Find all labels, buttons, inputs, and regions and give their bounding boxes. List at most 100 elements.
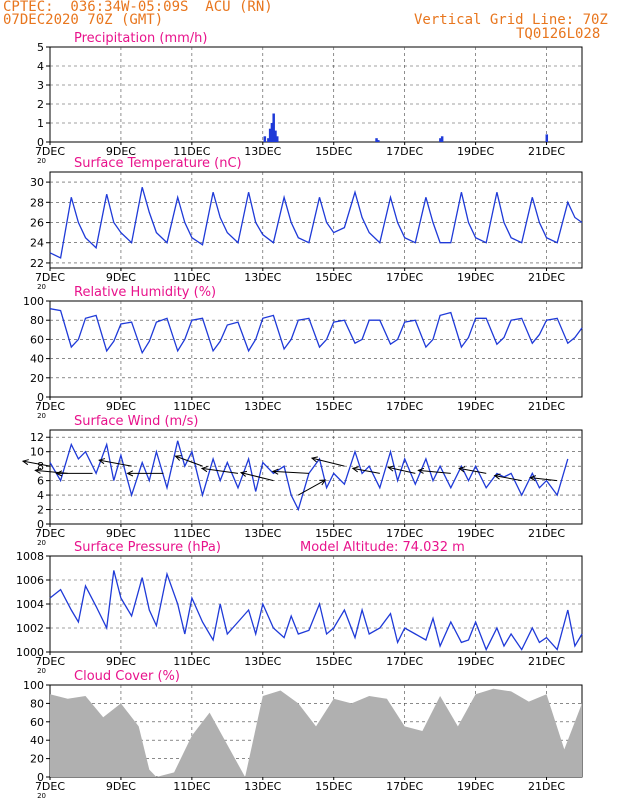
y-tick-label: 80 [30,314,44,327]
panel-cloud: 0 20 40 60 80 100 7DEC 9DEC 11DEC 13DEC 15DEC 17DEC… [23,669,583,800]
x-tick-label: 15DEC [315,527,352,540]
x-year-label: 20 [37,792,46,800]
x-tick-label: 15DEC [315,271,352,284]
panel-temperature: 22 24 26 28 30 7DEC 9DEC 11DEC 13DEC 15DEC 17DEC 19… [30,156,583,291]
series-line-temperature [49,187,583,259]
y-tick-label: 24 [30,237,44,250]
x-tick-label: 15DEC [315,655,352,668]
precip-bar [274,130,277,142]
x-tick-label: 9DEC [106,145,136,158]
panel-title: Surface Wind (m/s) [74,414,198,429]
panel-annotation: Model Altitude: 74.032 m [300,540,465,555]
y-tick-label: 60 [30,333,44,346]
header-grid-note: Vertical Grid Line: 70Z [414,12,608,28]
wind-arrow [418,469,451,474]
precip-bar [545,134,549,142]
precip-bar [275,136,279,142]
wind-arrow-head [458,466,466,473]
series-line-humidity [49,308,583,355]
y-tick-label: 2 [37,504,44,517]
y-tick-label: 1008 [16,550,44,563]
x-tick-label: 15DEC [315,780,352,793]
wind-arrow-head [417,467,425,474]
precip-bar [268,128,272,142]
wind-arrow-head [351,466,359,473]
wind-arrow-head [21,459,29,466]
x-tick-label: 19DEC [457,527,494,540]
wind-arrow-head [310,456,318,463]
plot-frame [49,46,583,143]
wind-arrow-head [98,458,106,465]
wind-arrow-head [493,473,501,480]
y-tick-label: 1000 [16,646,44,659]
x-tick-label: 7DEC [35,655,65,668]
panel-humidity: 0 20 40 60 80 100 7DEC 9DEC 11DEC 13DEC 15DEC 17DEC… [23,285,583,420]
y-tick-label: 1002 [16,622,44,635]
y-tick-label: 12 [30,431,44,444]
x-tick-label: 17DEC [386,780,423,793]
wind-arrow [272,470,309,474]
x-tick-label: 21DEC [528,527,565,540]
y-tick-label: 5 [37,41,44,54]
y-tick-label: 22 [30,257,44,270]
y-tick-label: 20 [30,372,44,385]
y-tick-label: 4 [37,489,44,502]
y-tick-label: 100 [23,295,44,308]
wind-arrow [459,467,487,474]
y-tick-label: 3 [37,79,44,92]
x-tick-label: 21DEC [528,655,565,668]
x-tick-label: 19DEC [457,271,494,284]
y-tick-label: 26 [30,217,44,230]
x-tick-label: 9DEC [106,400,136,413]
wind-arrow-head [55,470,63,477]
precip-bar [440,136,444,142]
x-tick-label: 13DEC [244,145,281,158]
y-tick-label: 80 [30,697,44,710]
x-tick-label: 17DEC [386,271,423,284]
wind-arrow-head [271,468,279,475]
panel-title: Relative Humidity (%) [74,285,216,300]
wind-arrow-head [239,470,248,477]
x-tick-label: 13DEC [244,780,281,793]
panel-title: Precipitation (mm/h) [74,31,207,46]
y-tick-label: 0 [37,771,44,784]
wind-arrow [99,459,132,467]
x-tick-label: 11DEC [173,145,210,158]
precip-bar [270,123,274,142]
x-tick-label: 9DEC [106,780,136,793]
x-tick-label: 19DEC [457,145,494,158]
x-tick-label: 15DEC [315,400,352,413]
wind-arrow-head [34,467,42,474]
plot-frame [49,300,583,398]
y-tick-label: 0 [37,391,44,404]
x-tick-label: 7DEC [35,527,65,540]
panel-title: Surface Pressure (hPa) [74,540,221,555]
y-tick-label: 28 [30,196,44,209]
y-tick-label: 1004 [16,598,44,611]
header-station: CPTEC: 036:34W-05:09S ACU (RN) [3,0,273,15]
x-tick-label: 11DEC [173,271,210,284]
x-tick-label: 7DEC [35,145,65,158]
x-tick-label: 13DEC [244,400,281,413]
wind-arrow-head [174,455,182,461]
x-tick-label: 11DEC [173,400,210,413]
precip-bar [375,138,378,142]
x-year-label: 20 [37,157,46,165]
wind-arrow [298,479,326,496]
y-tick-label: 1 [37,117,44,130]
wind-arrow-head [200,466,208,473]
y-tick-label: 2 [37,98,44,111]
x-tick-label: 21DEC [528,145,565,158]
wind-arrow-head [387,465,395,472]
x-tick-label: 21DEC [528,780,565,793]
wind-arrow [352,467,380,474]
wind-arrow [240,472,274,482]
precip-bar [439,138,442,142]
wind-arrow [175,455,203,467]
y-tick-label: 1006 [16,574,44,587]
y-tick-label: 4 [37,60,44,73]
y-tick-label: 40 [30,734,44,747]
precip-bar [263,136,267,142]
panel-precip: 0 1 2 3 4 5 7DEC 9DEC 11DEC 13DEC 15DEC 17DEC 19DEC 2… [35,31,583,165]
